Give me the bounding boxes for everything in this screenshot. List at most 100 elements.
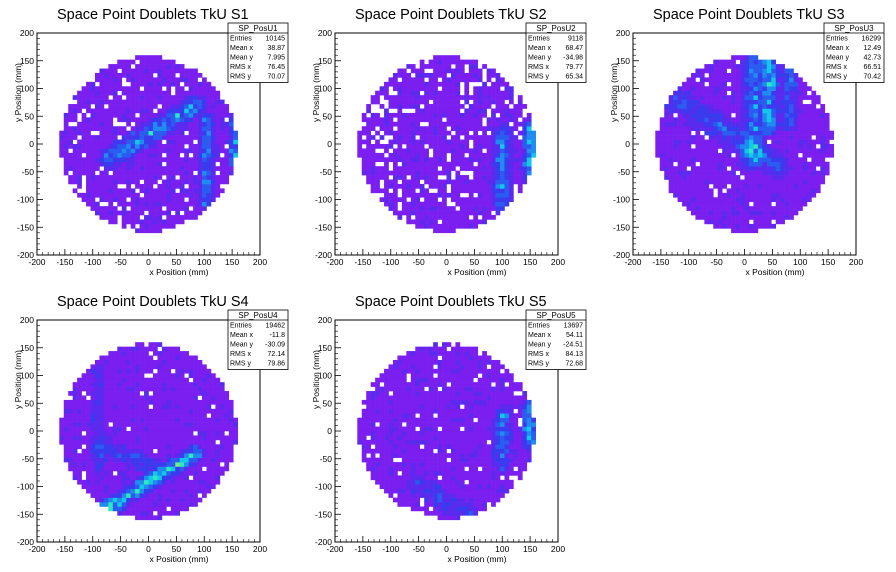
heatmap-cell bbox=[86, 466, 91, 472]
heatmap-cell bbox=[197, 435, 203, 441]
heatmap-cell bbox=[771, 197, 777, 203]
heatmap-cell bbox=[388, 192, 394, 198]
heatmap-cell bbox=[442, 121, 447, 127]
heatmap-cell bbox=[722, 170, 727, 176]
heatmap-cell bbox=[197, 457, 203, 463]
heatmap-cell bbox=[144, 223, 149, 229]
heatmap-cell bbox=[179, 488, 185, 494]
heatmap-cell bbox=[450, 121, 456, 127]
heatmap-cell bbox=[139, 515, 145, 521]
heatmap-cell bbox=[202, 201, 207, 207]
heatmap-cell bbox=[722, 121, 727, 127]
heatmap-cell bbox=[148, 413, 154, 418]
heatmap-cell bbox=[103, 206, 109, 211]
heatmap-cell bbox=[811, 90, 817, 96]
heatmap-cell bbox=[139, 431, 145, 436]
heatmap-cell bbox=[166, 179, 172, 185]
heatmap-cell bbox=[442, 135, 447, 140]
heatmap-cell bbox=[224, 108, 230, 114]
heatmap-cell bbox=[699, 144, 705, 149]
heatmap-cell bbox=[731, 188, 736, 194]
heatmap-cell bbox=[103, 364, 109, 370]
heatmap-cell bbox=[197, 377, 203, 383]
heatmap-cell bbox=[433, 68, 438, 74]
heatmap-cell bbox=[748, 77, 754, 83]
heatmap-cell bbox=[744, 148, 750, 154]
heatmap-cell bbox=[766, 223, 772, 229]
heatmap-cell bbox=[500, 201, 505, 207]
heatmap-cell bbox=[103, 183, 109, 189]
heatmap-cell bbox=[473, 179, 479, 185]
heatmap-cell bbox=[820, 135, 826, 140]
heatmap-cell bbox=[793, 206, 799, 211]
heatmap-cell bbox=[175, 135, 181, 140]
heatmap-cell bbox=[459, 95, 465, 100]
heatmap-cell bbox=[121, 470, 127, 476]
heatmap-cell bbox=[121, 439, 127, 445]
heatmap-cell bbox=[473, 197, 479, 203]
heatmap-cell bbox=[193, 135, 198, 140]
heatmap-cell bbox=[184, 493, 189, 498]
heatmap-cell bbox=[762, 117, 768, 123]
heatmap-cell bbox=[175, 488, 181, 494]
heatmap-cell bbox=[175, 81, 181, 87]
heatmap-cell bbox=[824, 144, 830, 149]
heatmap-cell bbox=[517, 166, 523, 171]
heatmap-cell bbox=[72, 431, 78, 436]
heatmap-cell bbox=[673, 108, 678, 114]
heatmap-cell bbox=[135, 215, 140, 220]
heatmap-cell bbox=[86, 408, 91, 414]
heatmap-cell bbox=[126, 439, 131, 445]
heatmap-cell bbox=[103, 95, 109, 100]
heatmap-cell bbox=[401, 197, 407, 203]
heatmap-cell bbox=[157, 484, 163, 490]
heatmap-cell bbox=[139, 121, 145, 127]
heatmap-cell bbox=[206, 368, 212, 374]
heatmap-cell bbox=[477, 135, 483, 140]
heatmap-cell bbox=[699, 206, 705, 211]
heatmap-cell bbox=[793, 86, 799, 92]
heatmap-cell bbox=[704, 179, 710, 185]
heatmap-cell bbox=[77, 386, 82, 392]
heatmap-cell bbox=[135, 426, 140, 432]
heatmap-cell bbox=[130, 359, 136, 365]
heatmap-cell bbox=[442, 228, 447, 234]
heatmap-cell bbox=[740, 192, 745, 198]
heatmap-cell bbox=[148, 86, 154, 92]
heatmap-cell bbox=[215, 466, 221, 472]
heatmap-cell bbox=[401, 90, 407, 96]
heatmap-cell bbox=[468, 206, 474, 211]
heatmap-cell bbox=[815, 121, 821, 127]
heatmap-cell bbox=[410, 175, 416, 180]
heatmap-cell bbox=[708, 130, 714, 136]
heatmap-cell bbox=[210, 462, 216, 467]
heatmap-cell bbox=[139, 201, 145, 207]
heatmap-cell bbox=[491, 183, 496, 189]
heatmap-cell bbox=[677, 99, 683, 105]
heatmap-cell bbox=[820, 166, 826, 171]
heatmap-cell bbox=[442, 197, 447, 203]
heatmap-cell bbox=[130, 488, 136, 494]
heatmap-cell bbox=[68, 152, 73, 158]
heatmap-cell bbox=[103, 161, 109, 167]
heatmap-cell bbox=[482, 112, 487, 118]
heatmap-cell bbox=[428, 72, 434, 78]
heatmap-cell bbox=[717, 144, 723, 149]
heatmap-cell bbox=[148, 201, 154, 207]
heatmap-cell bbox=[144, 355, 149, 361]
heatmap-cell bbox=[175, 197, 181, 203]
heatmap-cell bbox=[117, 72, 123, 78]
heatmap-cell bbox=[112, 192, 118, 198]
heatmap-cell bbox=[72, 470, 78, 476]
heatmap-cell bbox=[677, 104, 683, 109]
heatmap-cell bbox=[130, 161, 136, 167]
heatmap-cell bbox=[68, 130, 73, 136]
stats-row-label: Mean x bbox=[826, 45, 849, 52]
heatmap-cell bbox=[121, 201, 127, 207]
heatmap-cell bbox=[144, 228, 149, 234]
heatmap-cell bbox=[780, 90, 785, 96]
heatmap-cell bbox=[677, 192, 683, 198]
heatmap-cell bbox=[793, 201, 799, 207]
heatmap-cell bbox=[464, 144, 470, 149]
heatmap-cell bbox=[126, 99, 131, 105]
